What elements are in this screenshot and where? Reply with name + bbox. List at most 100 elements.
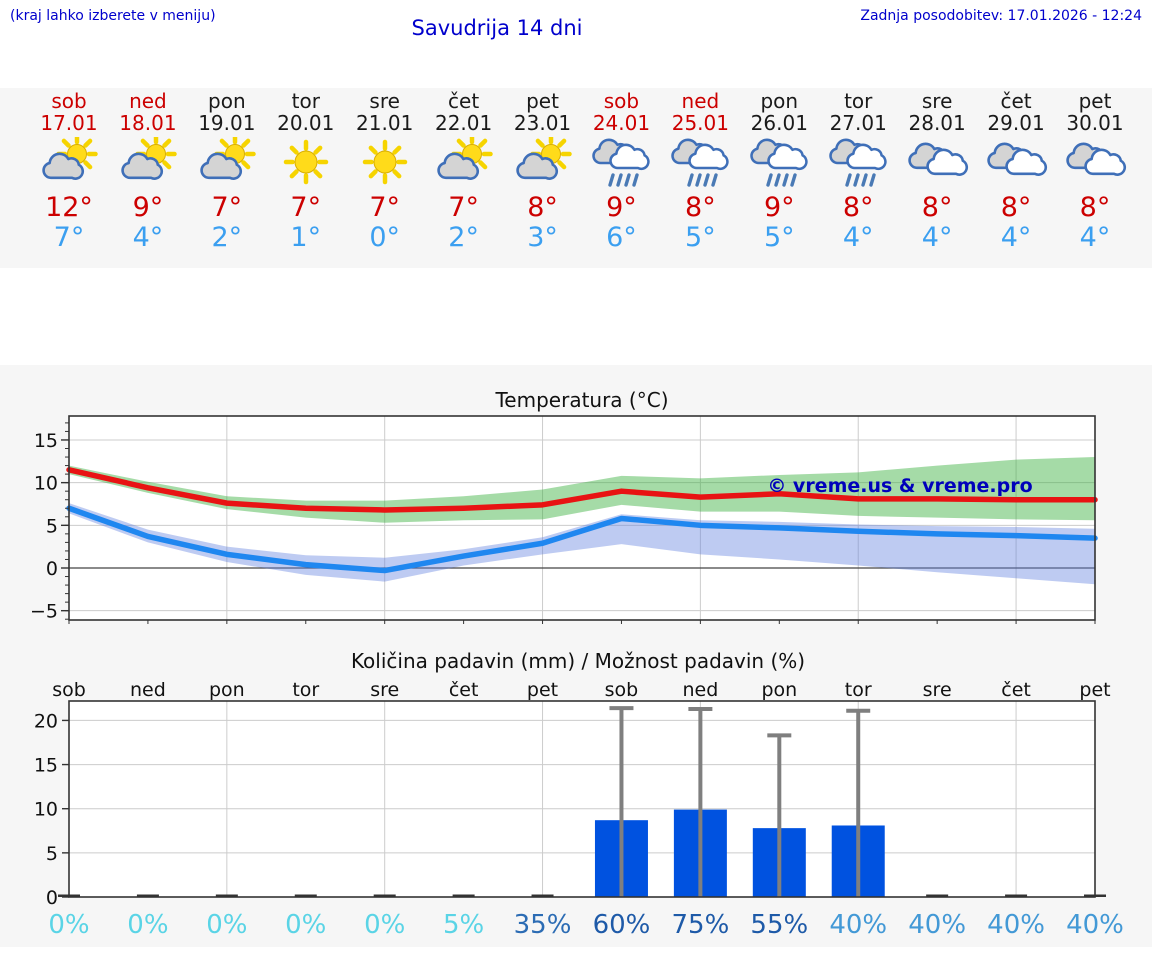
trace-precip-mark	[136, 894, 159, 897]
day-high-temp: 8°	[527, 192, 558, 223]
precip-probability-label: 75%	[671, 910, 729, 940]
day-date: 21.01	[356, 111, 414, 135]
page-title: Savudrija 14 dni	[411, 16, 583, 40]
day-high-temp: 8°	[685, 192, 716, 223]
day-high-temp: 8°	[921, 192, 953, 223]
precip-day-label: sob	[52, 679, 86, 701]
day-icon	[661, 137, 740, 189]
day-date: 22.01	[434, 111, 493, 135]
precip-day-label: sob	[605, 679, 639, 701]
y-axis-tick-label: 5	[46, 515, 58, 537]
day-icon	[187, 133, 266, 189]
y-axis-tick-label: −5	[30, 601, 58, 623]
day-name: sre	[369, 89, 400, 113]
weather-icon-rain	[592, 138, 651, 187]
precip-probability-label: 5%	[443, 910, 484, 940]
day-name: ned	[681, 89, 720, 113]
day-icon	[345, 137, 424, 189]
day-name: sre	[921, 89, 953, 113]
day-high-temp: 9°	[763, 192, 795, 223]
day-low-temp: 7°	[53, 222, 85, 253]
day-low-temp: 5°	[763, 222, 795, 253]
weather-icon-partly	[200, 133, 256, 180]
day-date: 25.01	[671, 111, 729, 135]
day-icon	[424, 133, 503, 189]
y-axis-tick-label: 5	[46, 843, 58, 865]
forecast-day-24.01: sob 24.01 9° 6°	[582, 88, 661, 253]
day-high-temp: 9°	[132, 192, 164, 223]
day-date: 20.01	[277, 111, 335, 135]
weather-icon-cloudy	[908, 142, 969, 176]
day-icon	[503, 133, 582, 189]
day-date: 17.01	[40, 111, 98, 135]
day-high-temp: 8°	[1000, 192, 1032, 223]
last-update-label: Zadnja posodobitev: 17.01.2026 - 12:24	[860, 8, 1142, 24]
weather-icon-partly	[515, 133, 572, 180]
day-icon	[819, 137, 898, 189]
precip-probability-label: 0%	[48, 910, 89, 940]
precip-day-label: pon	[209, 679, 245, 701]
temperature-plot-area	[69, 416, 1095, 620]
day-high-temp: 7°	[211, 192, 243, 223]
day-low-temp: 2°	[211, 222, 243, 253]
precip-day-label: pet	[527, 679, 558, 701]
forecast-day-19.01: pon 19.01 7° 2°	[187, 88, 266, 253]
precip-probability-label: 35%	[514, 910, 572, 940]
trace-precip-mark	[926, 894, 949, 897]
day-icon	[740, 137, 819, 189]
day-name: pet	[526, 89, 559, 113]
forecast-day-20.01: tor 20.01 7° 1°	[266, 88, 345, 253]
precipitation-chart: Količina padavin (mm) / Možnost padavin …	[34, 649, 1124, 940]
day-high-temp: 8°	[842, 192, 874, 223]
day-date: 26.01	[750, 111, 808, 135]
day-low-temp: 5°	[685, 222, 716, 253]
forecast-day-17.01: sob 17.01 12° 7°	[30, 88, 109, 253]
day-name: sob	[51, 89, 87, 113]
day-low-temp: 2°	[448, 222, 479, 253]
min-temperature-line	[66, 505, 1098, 574]
forecast-day-26.01: pon 26.01 9° 5°	[740, 88, 819, 253]
day-date: 27.01	[829, 111, 887, 135]
day-icon	[1056, 137, 1135, 189]
day-date: 19.01	[198, 111, 256, 135]
charts-section: Temperatura (°C) © vreme.us & vreme.pro −5…	[0, 365, 1152, 947]
day-low-temp: 4°	[921, 222, 953, 253]
day-date: 18.01	[119, 111, 177, 135]
weather-icon-rain	[829, 138, 887, 187]
day-low-temp: 4°	[1000, 222, 1032, 253]
forecast-day-21.01: sre 21.01 7° 0°	[345, 88, 424, 253]
day-low-temp: 1°	[290, 222, 322, 253]
day-high-temp: 7°	[369, 192, 401, 223]
weather-icon-partly	[121, 133, 177, 180]
precipitation-plot-area	[69, 701, 1095, 897]
day-name: pon	[760, 89, 799, 113]
day-low-temp: 3°	[527, 222, 558, 253]
day-name: tor	[291, 89, 320, 113]
precip-probability-label: 0%	[127, 910, 168, 940]
day-name: pet	[1078, 89, 1112, 113]
max-temperature-line	[66, 467, 1098, 513]
day-date: 24.01	[592, 111, 651, 135]
day-icon	[30, 133, 109, 189]
precip-day-label: čet	[1001, 679, 1031, 701]
day-high-temp: 8°	[1079, 192, 1111, 223]
temperature-chart: Temperatura (°C) © vreme.us & vreme.pro −5…	[30, 388, 1098, 624]
day-name: čet	[448, 89, 480, 113]
precip-day-label: sre	[370, 679, 399, 701]
day-high-temp: 7°	[290, 192, 322, 223]
forecast-day-23.01: pet 23.01 8° 3°	[503, 88, 582, 253]
day-date: 23.01	[513, 111, 572, 135]
forecast-day-28.01: sre 28.01 8° 4°	[898, 88, 977, 253]
precip-day-label: sre	[923, 679, 952, 701]
day-high-temp: 7°	[448, 192, 479, 223]
day-low-temp: 4°	[842, 222, 874, 253]
day-icon	[582, 137, 661, 189]
precip-probability-label: 40%	[908, 910, 966, 940]
plot-border	[68, 415, 1096, 621]
forecast-day-27.01: tor 27.01 8° 4°	[819, 88, 898, 253]
precip-day-label: pon	[761, 679, 797, 701]
day-high-temp: 9°	[606, 192, 637, 223]
trace-precip-mark	[452, 894, 475, 897]
weather-icon-cloudy	[987, 142, 1048, 176]
day-date: 30.01	[1066, 111, 1124, 135]
